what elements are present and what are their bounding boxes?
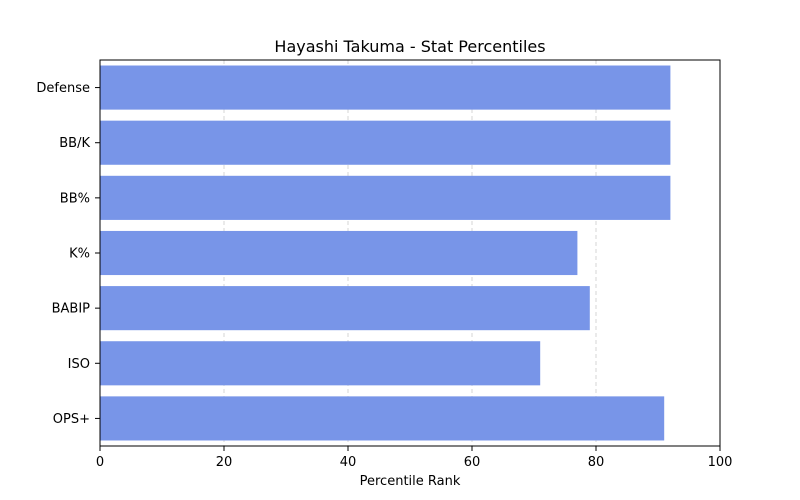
bar-k- <box>100 230 578 276</box>
y-axis: OPS+ ISO BABIP K% BB% BB/K Defense <box>36 81 100 427</box>
bar-bb-k <box>100 120 671 165</box>
y-tick-label: BABIP <box>52 302 91 317</box>
bar-defense <box>100 65 671 110</box>
y-tick-label: BB% <box>60 191 90 206</box>
x-tick-label: 100 <box>708 455 733 470</box>
bars-layer <box>100 65 671 441</box>
x-tick-label: 20 <box>216 455 233 470</box>
y-tick-label: ISO <box>68 357 90 372</box>
bar-iso <box>100 341 541 386</box>
x-tick-label: 0 <box>96 455 104 470</box>
chart-title: Hayashi Takuma - Stat Percentiles <box>274 37 545 56</box>
y-tick-label: OPS+ <box>53 412 90 427</box>
y-tick-label: K% <box>69 247 90 262</box>
x-axis-label: Percentile Rank <box>360 474 461 489</box>
x-axis: 0 20 40 60 80 100 <box>96 446 733 470</box>
x-tick-label: 40 <box>340 455 357 470</box>
bar-ops- <box>100 396 665 441</box>
x-tick-label: 60 <box>464 455 481 470</box>
y-tick-label: BB/K <box>59 136 90 151</box>
bar-babip <box>100 286 590 331</box>
y-tick-label: Defense <box>36 81 90 96</box>
bar-bb- <box>100 175 671 220</box>
x-tick-label: 80 <box>588 455 605 470</box>
